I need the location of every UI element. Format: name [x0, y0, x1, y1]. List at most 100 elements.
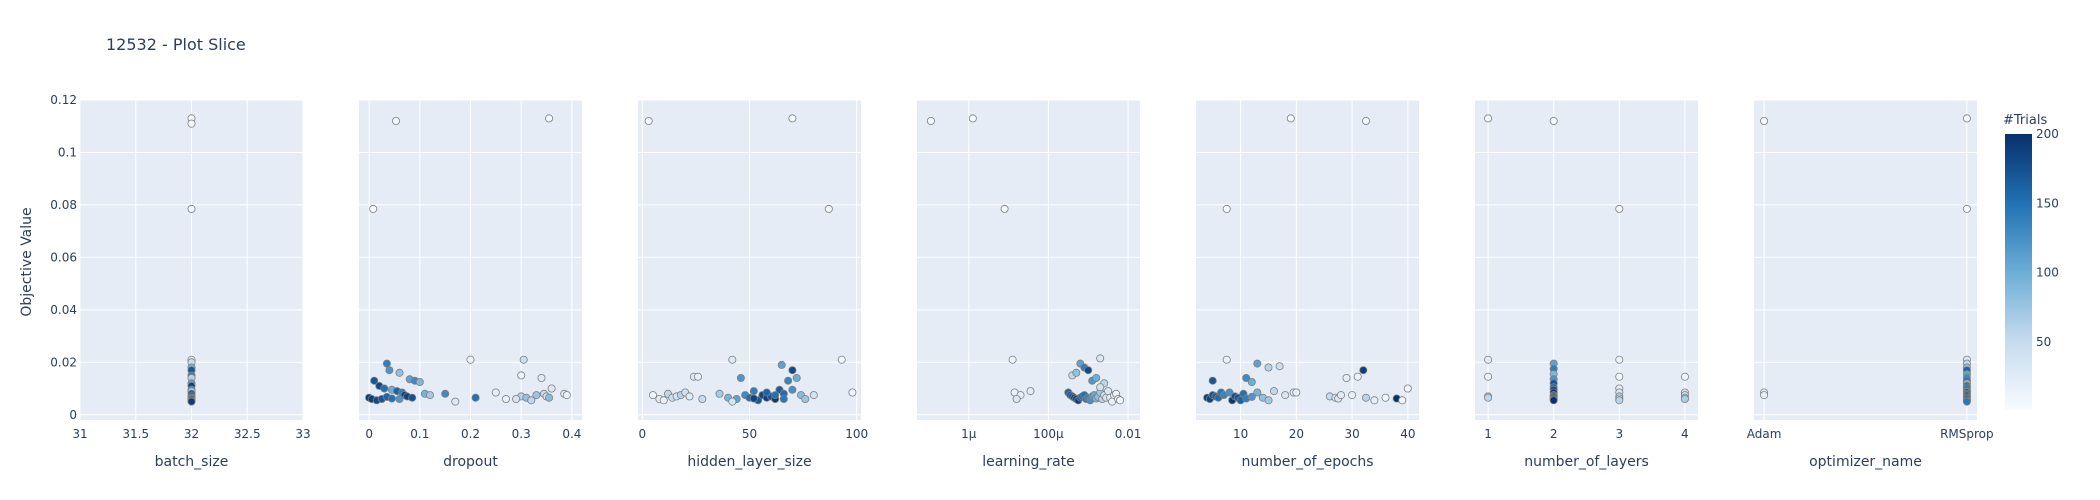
colorbar-tick-label: 200 — [2036, 127, 2059, 141]
data-point — [451, 397, 460, 406]
data-point — [1247, 377, 1256, 386]
data-point — [1337, 391, 1346, 400]
data-point — [779, 394, 788, 403]
x-tick-label: 0.3 — [512, 427, 531, 441]
data-point — [848, 388, 857, 397]
data-point — [1222, 355, 1231, 364]
data-point — [1398, 396, 1407, 405]
data-point — [801, 394, 810, 403]
data-point — [1549, 396, 1558, 405]
data-point — [694, 372, 703, 381]
data-point — [1615, 372, 1624, 381]
data-point — [1096, 354, 1105, 363]
data-point — [1096, 383, 1105, 392]
subplot-optimizer-name: Adam RMSprop optimizer_name — [1747, 99, 1994, 470]
data-point — [1615, 355, 1624, 364]
data-point — [1275, 362, 1284, 371]
data-point — [1208, 376, 1217, 385]
subplot-number-of-epochs: 10 20 30 40 number_of_epochs — [1196, 99, 1419, 470]
data-point — [187, 204, 196, 213]
data-point — [788, 385, 797, 394]
data-point — [715, 389, 724, 398]
data-point — [728, 397, 737, 406]
data-point — [545, 393, 554, 402]
data-point — [1000, 204, 1009, 213]
plot-background — [1475, 100, 1698, 420]
x-tick-label: 50 — [742, 427, 757, 441]
data-point — [1270, 387, 1279, 396]
y-tick-label: 0.06 — [50, 250, 77, 264]
chart-title: 12532 - Plot Slice — [106, 35, 246, 54]
data-point — [1342, 373, 1351, 382]
data-point — [501, 394, 510, 403]
data-point — [1362, 393, 1371, 402]
data-point — [369, 204, 378, 213]
data-point — [1116, 396, 1125, 405]
data-point — [1264, 396, 1273, 405]
data-point — [788, 366, 797, 375]
x-tick-label: 40 — [1400, 427, 1415, 441]
data-point — [1484, 393, 1493, 402]
data-point — [1242, 373, 1251, 382]
data-point — [1292, 388, 1301, 397]
x-tick-label: 0 — [638, 427, 646, 441]
data-point — [1225, 388, 1234, 397]
data-point — [415, 377, 424, 386]
data-point — [1381, 393, 1390, 402]
x-tick-label: 4 — [1681, 427, 1689, 441]
data-point — [395, 368, 404, 377]
data-point — [517, 371, 526, 380]
subplot-dropout: 0 0.1 0.2 0.3 0.4 dropout — [359, 99, 582, 470]
y-tick-label: 0.12 — [50, 93, 77, 107]
data-point — [685, 392, 694, 401]
colorbar: #Trials 50 100 150 200 — [2003, 113, 2059, 410]
plot-background — [1196, 100, 1419, 420]
subplot-batch-size: 31 31.5 32 32.5 33 0 0.02 0.04 0.06 0.08 0.1 0.12 ba… — [50, 93, 310, 470]
data-point — [837, 355, 846, 364]
data-point — [1253, 359, 1262, 368]
x-tick-label: 100μ — [1033, 427, 1064, 441]
data-point — [408, 393, 417, 402]
data-point — [1092, 373, 1101, 382]
x-tick-label: Adam — [1747, 427, 1782, 441]
data-point — [644, 117, 653, 126]
y-tick-label: 0.08 — [50, 198, 77, 212]
x-tick-label: 0.1 — [410, 427, 429, 441]
x-axis-title: number_of_layers — [1524, 454, 1649, 470]
x-axis-title: batch_size — [155, 454, 229, 470]
y-tick-label: 0 — [69, 408, 77, 422]
x-tick-label: RMSprop — [1940, 427, 1994, 441]
x-tick-label: 0.4 — [562, 427, 581, 441]
data-point — [562, 391, 571, 400]
x-tick-label: 31 — [72, 427, 87, 441]
y-tick-label: 0.02 — [50, 355, 77, 369]
x-tick-label: 3 — [1615, 427, 1623, 441]
x-axis-title: number_of_epochs — [1241, 454, 1373, 470]
data-point — [382, 359, 391, 368]
data-point — [1247, 392, 1256, 401]
data-point — [968, 114, 977, 123]
x-tick-label: 0 — [365, 427, 373, 441]
subplot-learning-rate: 1μ 100μ 0.01 learning_rate — [917, 99, 1142, 470]
data-point — [1008, 355, 1017, 364]
data-point — [1484, 114, 1493, 123]
x-tick-label: 0.01 — [1115, 427, 1142, 441]
data-point — [1026, 387, 1035, 396]
data-point — [749, 387, 758, 396]
data-point — [792, 373, 801, 382]
data-point — [736, 373, 745, 382]
data-point — [527, 396, 536, 405]
x-tick-label: 30 — [1344, 427, 1359, 441]
data-point — [187, 119, 196, 128]
data-point — [788, 114, 797, 123]
x-axis-title: optimizer_name — [1809, 454, 1922, 470]
data-point — [1072, 368, 1081, 377]
x-tick-label: 2 — [1550, 427, 1558, 441]
colorbar-tick-label: 100 — [2036, 266, 2059, 280]
data-point — [1484, 372, 1493, 381]
data-point — [1222, 204, 1231, 213]
data-point — [1012, 394, 1021, 403]
data-point — [1353, 372, 1362, 381]
x-tick-label: 31.5 — [122, 427, 149, 441]
colorbar-gradient — [2005, 134, 2032, 410]
